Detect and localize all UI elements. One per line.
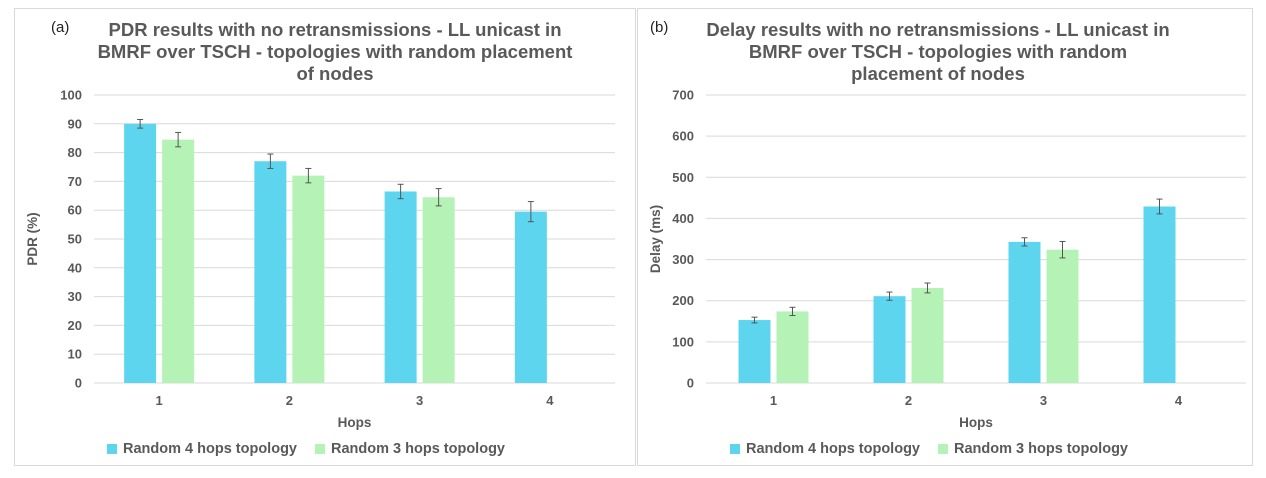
legend-swatch-series-2	[938, 444, 948, 454]
x-tick-label: 3	[1040, 393, 1047, 408]
bar	[162, 139, 195, 383]
legend-swatch-series-1	[107, 444, 117, 454]
bar	[738, 320, 771, 383]
x-tick-label: 2	[905, 393, 912, 408]
y-tick-label: 0	[687, 376, 694, 391]
y-tick-label: 50	[68, 232, 82, 247]
y-tick-label: 30	[68, 289, 82, 304]
bar	[514, 211, 547, 383]
y-tick-label: 90	[68, 116, 82, 131]
bar	[422, 197, 455, 383]
x-tick-label: 4	[1175, 393, 1183, 408]
y-tick-label: 600	[672, 129, 694, 144]
y-axis-title: PDR (%)	[25, 212, 40, 265]
bar	[776, 311, 809, 383]
legend-item-series-2: Random 3 hops topology	[315, 441, 505, 457]
panel-label-b: (b)	[650, 19, 669, 36]
bar	[292, 175, 325, 383]
pdr-chart-panel: (a) PDR results with no retransmissions …	[14, 8, 636, 466]
pdr-chart-title-line: BMRF over TSCH - topologies with random …	[97, 41, 573, 62]
legend-swatch-series-1	[730, 444, 740, 454]
bar	[873, 296, 906, 383]
y-tick-label: 500	[672, 170, 694, 185]
pdr-chart-legend: Random 4 hops topology Random 3 hops top…	[107, 441, 523, 457]
bar	[1008, 241, 1041, 383]
x-axis-title: Hops	[338, 415, 372, 430]
delay-chart-title: Delay results with no retransmissions - …	[688, 19, 1188, 85]
delay-chart-title-line: placement of nodes	[851, 63, 1025, 84]
delay-chart-title-line: Delay results with no retransmissions - …	[706, 19, 1170, 40]
y-tick-label: 10	[68, 347, 82, 362]
x-tick-label: 3	[416, 393, 423, 408]
y-tick-label: 400	[672, 211, 694, 226]
legend-label: Random 4 hops topology	[746, 441, 920, 457]
legend-item-series-1: Random 4 hops topology	[730, 441, 920, 457]
legend-label: Random 3 hops topology	[331, 441, 505, 457]
y-tick-label: 100	[60, 88, 82, 103]
legend-item-series-2: Random 3 hops topology	[938, 441, 1128, 457]
legend-label: Random 4 hops topology	[123, 441, 297, 457]
y-tick-label: 300	[672, 252, 694, 267]
legend-swatch-series-2	[315, 444, 325, 454]
x-tick-label: 1	[156, 393, 163, 408]
delay-chart-plot: 0 100 200 300 400 500 600 700 Delay (ms) 1 2 3 4 Hops	[648, 88, 1246, 430]
y-tick-label: 200	[672, 293, 694, 308]
pdr-chart-title-line: of nodes	[296, 63, 374, 84]
y-tick-label: 70	[68, 174, 82, 189]
y-axis-title: Delay (ms)	[648, 205, 663, 273]
bar	[124, 123, 157, 384]
legend-item-series-1: Random 4 hops topology	[107, 441, 297, 457]
bar	[1143, 206, 1176, 383]
y-tick-label: 80	[68, 145, 82, 160]
pdr-chart-plot: 0 10 20 30 40 50 60 70 80 90 100 PDR (%) 1 2 3 4 Hops	[25, 88, 615, 430]
x-tick-label: 1	[770, 393, 777, 408]
delay-chart-title-line: BMRF over TSCH - topologies with random	[748, 41, 1128, 62]
bar	[1046, 249, 1079, 383]
delay-chart-legend: Random 4 hops topology Random 3 hops top…	[730, 441, 1146, 457]
pdr-chart-title: PDR results with no retransmissions - LL…	[85, 19, 585, 85]
legend-label: Random 3 hops topology	[954, 441, 1128, 457]
pdr-chart-title-line: PDR results with no retransmissions - LL…	[108, 19, 562, 40]
y-tick-label: 0	[75, 376, 82, 391]
x-tick-label: 4	[546, 393, 554, 408]
y-tick-label: 40	[68, 260, 82, 275]
bar	[911, 287, 944, 383]
y-tick-label: 700	[672, 88, 694, 103]
x-tick-label: 2	[286, 393, 293, 408]
x-axis-title: Hops	[959, 415, 993, 430]
bar	[384, 191, 417, 383]
bar	[254, 161, 287, 383]
y-tick-label: 100	[672, 334, 694, 349]
y-tick-label: 60	[68, 203, 82, 218]
panel-label-a: (a)	[51, 19, 70, 36]
y-tick-label: 20	[68, 318, 82, 333]
delay-chart-panel: (b) Delay results with no retransmission…	[637, 8, 1253, 466]
